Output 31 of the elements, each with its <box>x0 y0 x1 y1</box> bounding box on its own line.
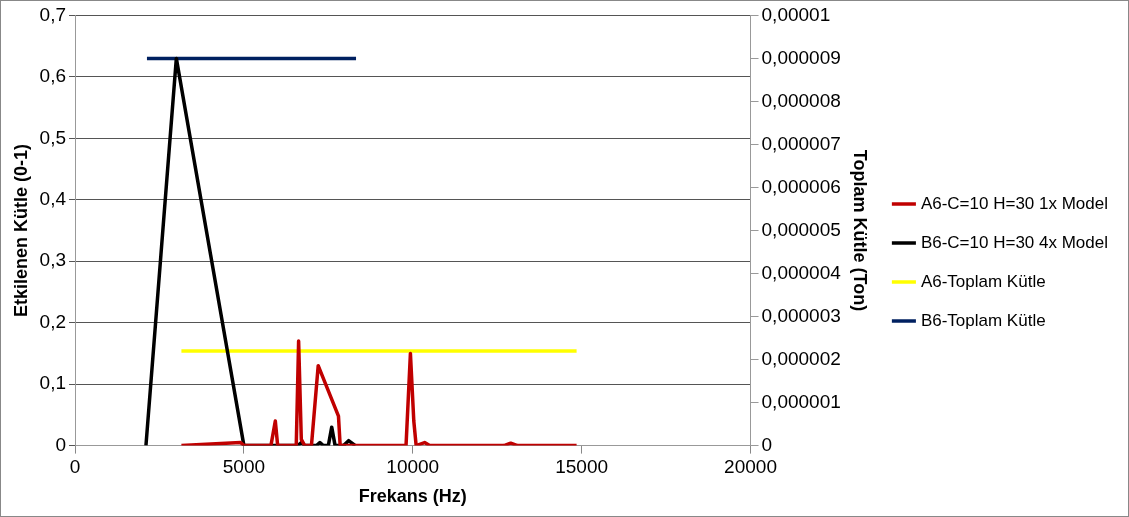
y2-tick-label: 0,000003 <box>761 304 841 326</box>
y2-tick-label: 0,000008 <box>761 89 841 111</box>
y-tick-label: 0 <box>55 433 67 455</box>
y2-tick-label: 0,000005 <box>761 218 841 240</box>
legend-label: A6-C=10 H=30 1x Model <box>920 193 1108 213</box>
legend-label: B6-Toplam Kütle <box>920 310 1046 330</box>
x-tick-label: 20000 <box>724 456 777 478</box>
y2-axis-title: Toplam Kütle (Ton) <box>849 149 870 312</box>
y-tick-label: 0,5 <box>39 126 67 148</box>
legend-label: B6-C=10 H=30 4x Model <box>920 232 1108 252</box>
x-tick-label: 15000 <box>555 456 609 478</box>
y2-tick-label: 0,000006 <box>761 175 841 197</box>
y2-tick-label: 0,000001 <box>761 390 841 412</box>
y-tick-label: 0,2 <box>39 310 67 332</box>
y2-tick-label: 0,000009 <box>761 46 841 68</box>
legend-label: A6-Toplam Kütle <box>920 271 1046 291</box>
y2-tick-label: 0,000007 <box>761 132 841 154</box>
y-tick-label: 0,4 <box>39 188 67 210</box>
y2-tick-label: 0,00001 <box>761 3 831 25</box>
y-tick-label: 0,6 <box>39 65 67 87</box>
x-tick-label: 0 <box>69 456 81 478</box>
y2-tick-label: 0,000004 <box>761 261 842 283</box>
y2-tick-label: 0,000002 <box>761 347 841 369</box>
y-tick-label: 0,1 <box>39 372 67 394</box>
y-tick-label: 0,7 <box>39 3 67 25</box>
y2-tick-label: 0 <box>761 433 773 455</box>
x-tick-label: 5000 <box>222 456 266 478</box>
x-tick-label: 10000 <box>386 456 440 478</box>
y-tick-label: 0,3 <box>39 249 67 271</box>
y-axis-title: Etkilenen Kütle (0-1) <box>10 143 31 318</box>
x-axis-title: Frekans (Hz) <box>358 486 467 507</box>
